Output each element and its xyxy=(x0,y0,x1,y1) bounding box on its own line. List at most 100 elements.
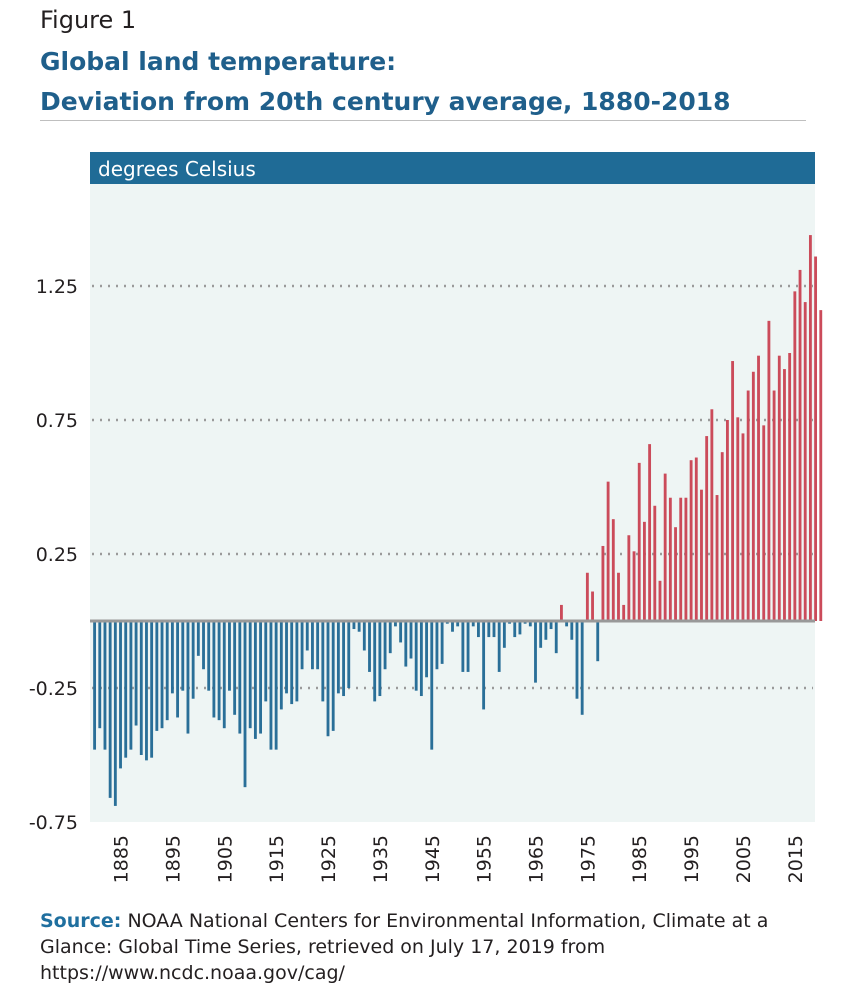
bar-1974 xyxy=(580,621,584,715)
bar-2015 xyxy=(793,291,797,621)
bar-1937 xyxy=(388,621,392,654)
bar-1962 xyxy=(518,621,522,635)
bar-1928 xyxy=(342,621,345,697)
bar-1972 xyxy=(570,621,574,640)
bar-1957 xyxy=(492,621,496,638)
bar-1880 xyxy=(93,621,97,750)
bar-1953 xyxy=(471,621,475,627)
bar-1896 xyxy=(176,621,180,718)
bar-1969 xyxy=(554,621,558,654)
bar-1888 xyxy=(134,621,138,726)
bar-1904 xyxy=(217,621,221,721)
bar-1945 xyxy=(430,621,434,750)
bar-1997 xyxy=(700,489,703,621)
bar-1968 xyxy=(549,621,553,630)
x-tick-label: 2015 xyxy=(785,835,807,883)
bar-1994 xyxy=(684,497,688,621)
bar-2016 xyxy=(798,269,802,621)
bar-1919 xyxy=(295,621,299,702)
bar-1965 xyxy=(534,621,537,683)
bar-1991 xyxy=(668,497,672,621)
figure-label: Figure 1 xyxy=(40,6,137,34)
gridlines xyxy=(92,284,813,690)
y-tick-label: 1.25 xyxy=(36,276,78,298)
bar-2007 xyxy=(751,371,755,621)
bar-1906 xyxy=(228,621,231,691)
bar-1887 xyxy=(129,621,133,750)
x-tick-label: 1925 xyxy=(318,835,340,883)
bar-2014 xyxy=(788,353,792,621)
bar-1981 xyxy=(617,572,620,621)
bar-1935 xyxy=(378,621,382,697)
bar-1915 xyxy=(274,621,278,750)
bar-1946 xyxy=(435,621,439,670)
x-tick-labels: 1885 1895 1905 1915 1925 1935 1945 1955 1965 1975… xyxy=(111,835,807,883)
bar-1999 xyxy=(710,409,714,621)
bar-1998 xyxy=(705,436,709,621)
bar-1986 xyxy=(642,521,646,621)
bar-1964 xyxy=(528,621,532,627)
x-tick-label: 1905 xyxy=(214,835,236,883)
bar-1907 xyxy=(233,621,237,715)
x-tick-label: 1985 xyxy=(629,835,651,883)
title-divider xyxy=(40,120,806,121)
bar-1894 xyxy=(165,621,169,721)
bar-1952 xyxy=(466,621,470,672)
bar-1961 xyxy=(513,621,517,638)
bar-1989 xyxy=(658,580,662,621)
unit-header xyxy=(90,152,815,184)
source-note: Source: NOAA National Centers for Enviro… xyxy=(40,908,830,986)
bar-1985 xyxy=(637,462,641,621)
bar-1988 xyxy=(653,505,657,621)
bar-1993 xyxy=(679,497,683,621)
bar-1895 xyxy=(170,621,174,694)
bar-1929 xyxy=(347,621,351,688)
bar-1914 xyxy=(269,621,273,750)
x-tick-label: 1935 xyxy=(370,835,392,883)
bar-1913 xyxy=(264,621,268,702)
bar-1966 xyxy=(539,621,543,648)
bar-1934 xyxy=(373,621,377,702)
bar-1892 xyxy=(155,621,159,731)
x-tick-label: 1955 xyxy=(474,835,496,883)
bar-1941 xyxy=(409,621,413,659)
bar-1912 xyxy=(259,621,262,734)
bar-1959 xyxy=(502,621,506,648)
bar-1958 xyxy=(497,621,501,672)
bar-2002 xyxy=(725,420,729,621)
temperature-chart: degrees Celsius 1.25 0.75 0.25 -0.25 -0.75 1… xyxy=(29,152,823,883)
source-text: NOAA National Centers for Environmental … xyxy=(40,910,769,984)
x-tick-label: 1895 xyxy=(162,835,184,883)
bar-1956 xyxy=(487,621,491,638)
bar-1978 xyxy=(601,545,605,621)
bar-1949 xyxy=(451,621,454,632)
bar-1899 xyxy=(191,621,195,699)
bar-1911 xyxy=(253,621,257,739)
bar-1893 xyxy=(160,621,164,729)
bar-1884 xyxy=(113,621,117,806)
bar-2000 xyxy=(715,495,719,621)
bar-2012 xyxy=(777,355,781,621)
x-tick-label: 1975 xyxy=(577,835,599,883)
bar-1886 xyxy=(124,621,128,758)
bar-2013 xyxy=(783,369,786,621)
bar-1908 xyxy=(238,621,242,734)
bar-1905 xyxy=(222,621,226,729)
plot-background xyxy=(90,152,815,822)
bar-1995 xyxy=(689,460,693,621)
bar-1939 xyxy=(399,621,403,643)
x-tick-label: 1915 xyxy=(266,835,288,883)
bar-1996 xyxy=(694,457,698,621)
bar-1925 xyxy=(326,621,330,737)
bar-1924 xyxy=(321,621,325,702)
x-tick-label: 1995 xyxy=(681,835,703,883)
y-tick-label: 0.75 xyxy=(36,410,78,432)
y-tick-label: -0.25 xyxy=(29,678,78,700)
bar-1885 xyxy=(119,621,122,769)
bar-1954 xyxy=(477,621,480,638)
bar-2019 xyxy=(814,256,818,621)
bar-2004 xyxy=(736,417,740,621)
bar-1971 xyxy=(565,621,569,627)
y-axis-label: degrees Celsius xyxy=(98,157,256,181)
bar-2003 xyxy=(731,361,735,621)
